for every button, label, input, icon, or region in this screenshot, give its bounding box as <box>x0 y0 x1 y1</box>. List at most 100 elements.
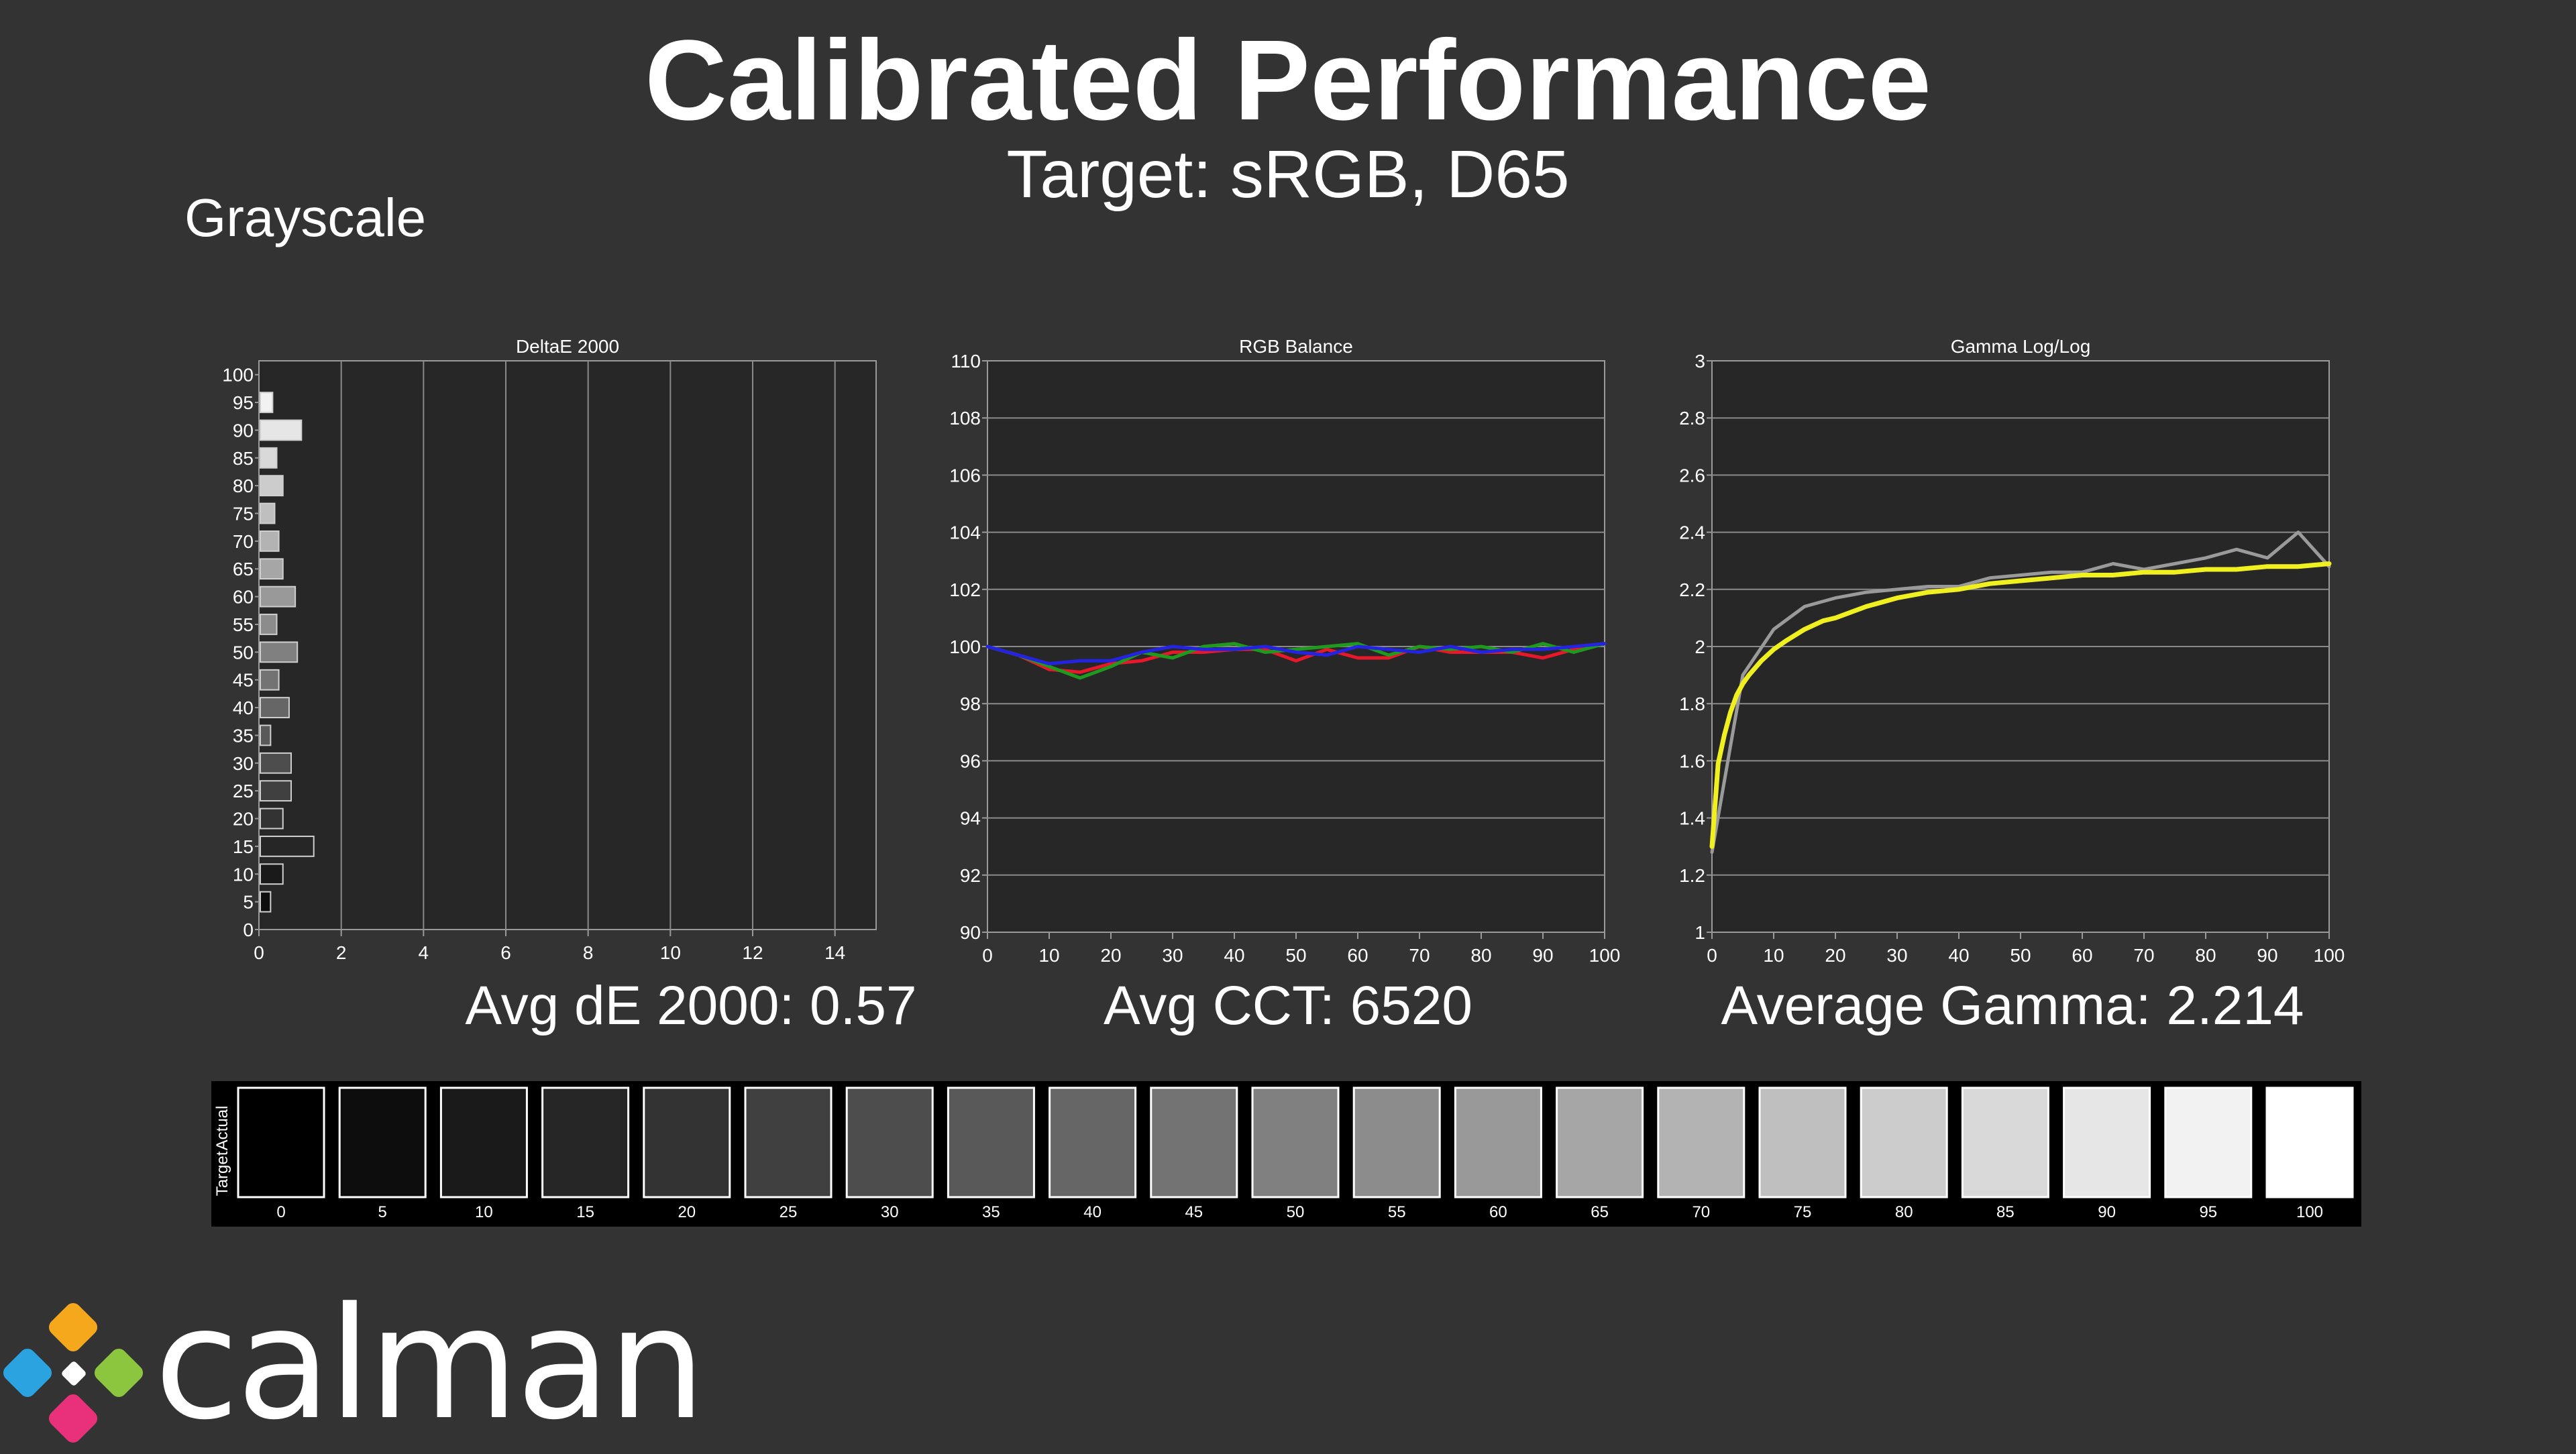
deltae-bar <box>260 502 276 524</box>
deltae-ytick-label: 35 <box>233 725 254 746</box>
rgb-ytick-label: 110 <box>951 351 981 372</box>
deltae-bar <box>260 752 292 774</box>
deltae-bar <box>260 724 272 746</box>
deltae-bar <box>260 447 278 469</box>
gamma-xtick-label: 30 <box>1886 945 1907 966</box>
deltae-bar <box>260 614 278 635</box>
swatch-25 <box>744 1086 833 1198</box>
deltae-xtick-label: 14 <box>824 942 845 963</box>
deltae-bar <box>260 641 299 663</box>
rgb-ytick-label: 104 <box>949 522 981 543</box>
gamma-series-line <box>1710 530 2331 854</box>
calman-logo <box>3 1302 144 1443</box>
deltae-xtick-label: 0 <box>254 942 264 963</box>
swatch-50 <box>1251 1086 1340 1198</box>
gamma-ytick-label: 2.2 <box>1679 579 1705 600</box>
gamma-ytick-label: 2 <box>1695 636 1705 657</box>
deltae-bar <box>260 807 284 830</box>
rgb-ytick-label: 108 <box>949 408 981 429</box>
swatch-5 <box>338 1086 427 1198</box>
deltae-ytick-label: 40 <box>233 697 254 718</box>
avg-gamma-stat: Average Gamma: 2.214 <box>1721 975 2304 1036</box>
swatch-20 <box>643 1086 731 1198</box>
gamma-xtick-label: 90 <box>2257 945 2277 966</box>
swatch-label: 40 <box>1083 1203 1102 1221</box>
deltae-ytick-label: 65 <box>233 559 254 579</box>
deltae-ytick-label: 70 <box>233 531 254 552</box>
rgb-ytick-label: 92 <box>960 865 981 886</box>
swatch-label: 70 <box>1692 1203 1710 1221</box>
deltae-xtick-label: 6 <box>500 942 511 963</box>
section-label: Grayscale <box>184 188 427 247</box>
swatch-100 <box>2265 1086 2354 1198</box>
deltae-xtick-label: 12 <box>742 942 763 963</box>
swatch-35 <box>947 1086 1035 1198</box>
gamma-ytick-label: 2.8 <box>1679 408 1705 429</box>
deltae-ytick-label: 95 <box>233 392 254 413</box>
deltae-ytick-label: 100 <box>222 365 254 386</box>
deltae-bar <box>260 669 280 691</box>
gamma-xtick-label: 40 <box>1948 945 1969 966</box>
swatch-label: 65 <box>1591 1203 1609 1221</box>
calman-diamond-icon <box>3 1302 144 1443</box>
deltae-plot-area <box>258 360 877 930</box>
swatch-95 <box>2164 1086 2253 1198</box>
swatch-label: 75 <box>1794 1203 1812 1221</box>
gamma-xtick-label: 100 <box>2314 945 2345 966</box>
rgb-xtick-label: 40 <box>1224 945 1244 966</box>
avg-delta-e-stat: Avg dE 2000: 0.57 <box>465 975 917 1036</box>
swatch-label: 55 <box>1388 1203 1406 1221</box>
deltae-bar <box>260 780 292 802</box>
deltae-ytick-label: 90 <box>233 420 254 441</box>
deltae-ytick-label: 75 <box>233 504 254 524</box>
deltae-bar <box>260 697 290 718</box>
gamma-ytick-label: 1.2 <box>1679 865 1705 886</box>
swatch-label: 20 <box>678 1203 696 1221</box>
deltae-bar <box>260 836 315 857</box>
deltae-ytick-label: 85 <box>233 448 254 469</box>
swatch-0 <box>237 1086 325 1198</box>
rgb-ytick-label: 100 <box>949 636 981 657</box>
deltae-bar <box>260 558 284 580</box>
swatch-label: 15 <box>576 1203 594 1221</box>
rgb-xtick-label: 100 <box>1589 945 1621 966</box>
deltae-bar <box>260 585 297 608</box>
swatch-45 <box>1150 1086 1238 1198</box>
rgb-series-line <box>985 642 1607 666</box>
gamma-title: Gamma Log/Log <box>1951 336 2091 357</box>
swatch-label: 90 <box>2098 1203 2116 1221</box>
swatch-85 <box>1961 1086 2049 1198</box>
swatch-75 <box>1758 1086 1847 1198</box>
gamma-ytick-label: 1.8 <box>1679 693 1705 714</box>
rgb-xtick-label: 50 <box>1285 945 1306 966</box>
gamma-ytick-label: 1.6 <box>1679 750 1705 771</box>
gamma-series-line <box>1709 561 2332 849</box>
deltae-ytick-label: 60 <box>233 587 254 608</box>
swatch-40 <box>1049 1086 1137 1198</box>
deltae-title: DeltaE 2000 <box>516 336 619 357</box>
swatch-label: 0 <box>276 1203 285 1221</box>
rgb-xtick-label: 60 <box>1347 945 1368 966</box>
deltae-bar <box>260 419 303 441</box>
page-title: Calibrated Performance <box>645 17 1931 144</box>
deltae-bar <box>260 392 274 413</box>
swatch-30 <box>845 1086 934 1198</box>
gamma-xtick-label: 60 <box>2072 945 2092 966</box>
gamma-chart: Gamma Log/Log 1 1.2 1.4 1.6 1.8 2 2.2 2.4 2.6 2.8 3… <box>1679 336 2345 966</box>
rgb-xtick-label: 0 <box>982 945 993 966</box>
gamma-ytick-label: 2.4 <box>1679 522 1705 543</box>
deltae-ytick-label: 50 <box>233 642 254 663</box>
rgb-ytick-label: 106 <box>949 465 981 486</box>
gamma-xtick-label: 70 <box>2133 945 2154 966</box>
swatch-row-label-actual: Actual <box>213 1106 231 1151</box>
swatch-label: 30 <box>881 1203 899 1221</box>
swatch-15 <box>541 1086 630 1198</box>
deltae-ytick-label: 80 <box>233 476 254 496</box>
deltae-ytick-label: 0 <box>243 919 254 940</box>
deltae-xtick-label: 2 <box>336 942 347 963</box>
swatch-80 <box>1860 1086 1948 1198</box>
deltae-ytick-label: 10 <box>233 864 254 885</box>
rgb-xtick-label: 30 <box>1162 945 1183 966</box>
swatch-label: 10 <box>475 1203 493 1221</box>
